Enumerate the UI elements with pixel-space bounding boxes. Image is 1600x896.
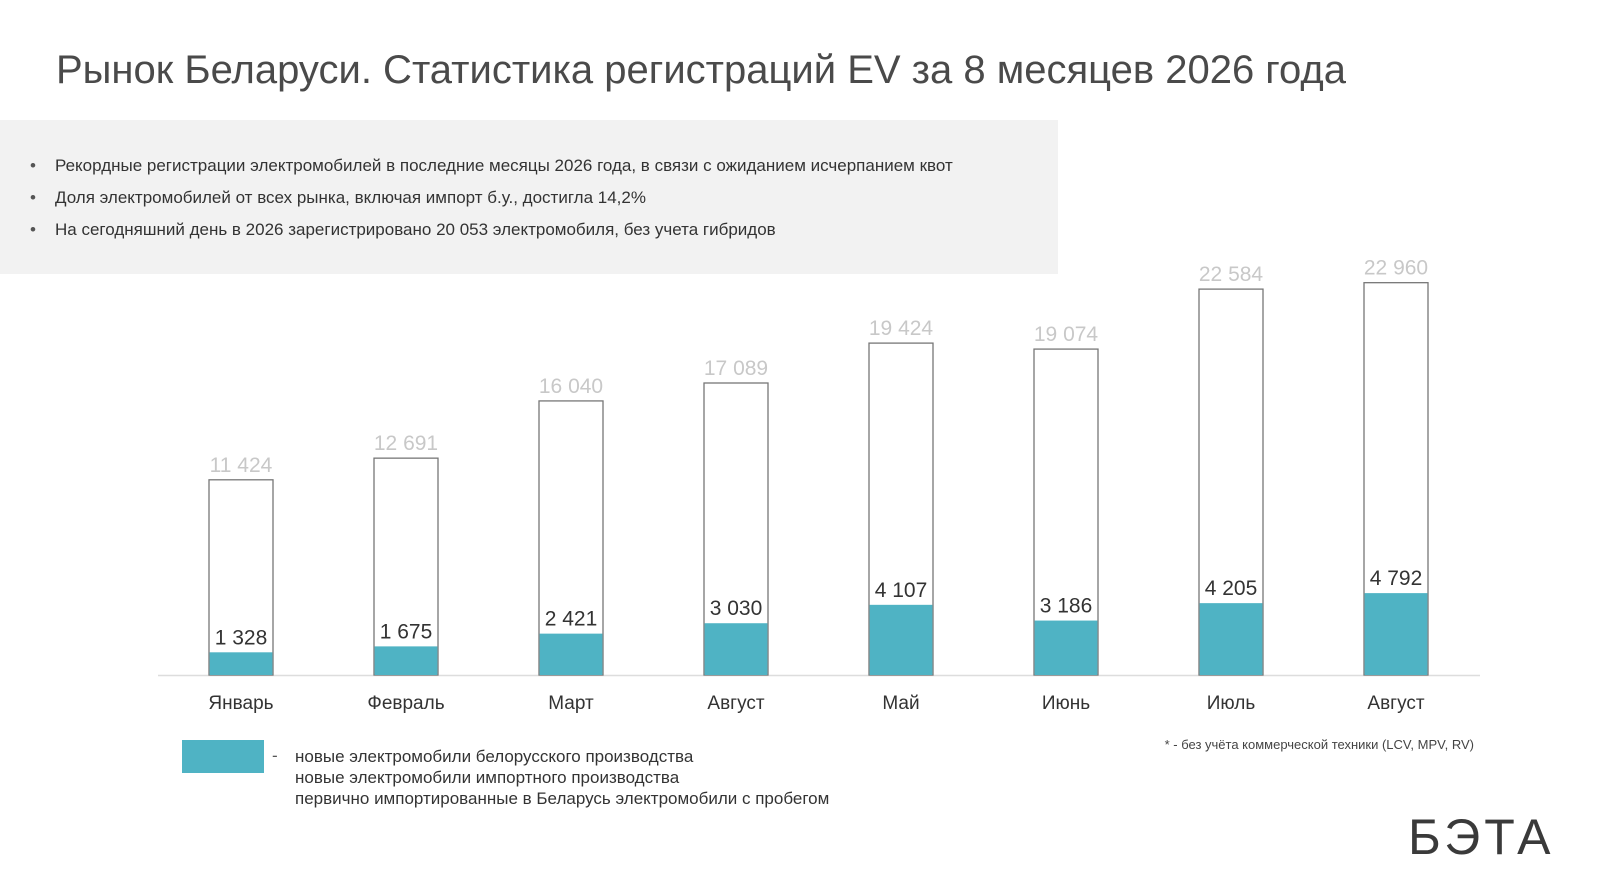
bar-belarus-production [1034,620,1098,675]
bar-value-label: 2 421 [545,608,598,631]
bullet-text: Доля электромобилей от всех рынка, включ… [55,188,646,207]
bullet-text: Рекордные регистрации электромобилей в п… [55,156,953,175]
bullet-icon: • [30,220,36,239]
x-tick-label: Февраль [367,693,444,714]
bar-belarus-production [869,604,933,675]
bar-value-label: 3 186 [1040,595,1093,618]
total-value-label: 19 424 [869,317,934,340]
total-value-label: 22 960 [1364,257,1428,280]
legend-item: новые электромобили белорусского произво… [295,747,694,766]
logo: БЭТА [1408,809,1555,865]
bar-belarus-production [209,652,273,675]
bar-belarus-production [1199,603,1263,675]
legend-dash: - [272,746,278,765]
bar-belarus-production [539,633,603,675]
bullet-list: • Рекордные регистрации электромобилей в … [30,150,953,246]
total-value-label: 19 074 [1034,323,1099,346]
x-tick-label: Май [882,693,919,714]
legend-swatch [182,740,264,773]
bullet-item: • На сегодняшний день в 2026 зарегистриро… [30,214,953,246]
bar-belarus-production [704,623,768,675]
bar-belarus-production [374,646,438,675]
legend-item: первично импортированные в Беларусь элек… [295,789,830,808]
total-value-label: 17 089 [704,357,768,380]
x-tick-label: Август [1367,693,1424,714]
bar-value-label: 4 205 [1205,577,1258,600]
bar-belarus-production [1364,593,1428,675]
total-value-label: 22 584 [1199,263,1264,286]
bar-total-outline [208,479,274,676]
x-tick-label: Июнь [1042,693,1090,714]
bar-value-label: 1 675 [380,620,433,643]
bullet-item: • Доля электромобилей от всех рынка, вклю… [30,182,953,214]
total-value-label: 11 424 [210,454,273,477]
bullet-item: • Рекордные регистрации электромобилей в … [30,150,953,182]
legend: новые электромобили белорусского произво… [295,746,829,809]
x-tick-label: Март [548,693,594,714]
info-box: • Рекордные регистрации электромобилей в … [0,120,1058,274]
bar-value-label: 4 792 [1370,567,1423,590]
bar-total-outline [373,457,439,676]
bullet-icon: • [30,188,36,207]
x-tick-label: Январь [208,693,273,714]
page-title: Рынок Беларуси. Статистика регистраций E… [56,48,1346,92]
footnote: * - без учёта коммерческой техники (LCV,… [1164,737,1474,752]
bar-value-label: 1 328 [215,626,268,649]
total-value-label: 12 691 [374,432,438,455]
x-tick-label: Август [707,693,764,714]
bar-total-outline [538,400,604,676]
bar-value-label: 3 030 [710,597,763,620]
x-tick-label: Июль [1207,693,1256,714]
bullet-icon: • [30,156,36,175]
total-value-label: 16 040 [539,375,603,398]
bullet-text: На сегодняшний день в 2026 зарегистриров… [55,220,776,239]
legend-item: новые электромобили импортного производс… [295,768,680,787]
bar-value-label: 4 107 [875,579,928,602]
